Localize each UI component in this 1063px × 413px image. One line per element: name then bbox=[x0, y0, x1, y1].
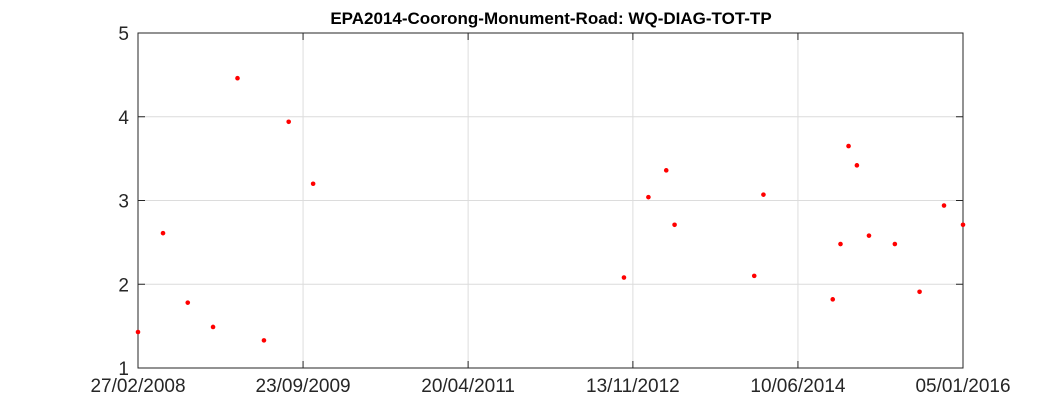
data-point bbox=[866, 233, 872, 238]
data-point bbox=[185, 300, 191, 305]
x-tick-label: 05/01/2016 bbox=[915, 376, 1010, 397]
data-point bbox=[621, 275, 627, 280]
data-point bbox=[960, 222, 966, 228]
data-point bbox=[761, 192, 766, 197]
data-point bbox=[830, 297, 836, 302]
y-tick-label: 3 bbox=[118, 192, 129, 213]
data-point bbox=[135, 329, 141, 335]
y-tick-label: 4 bbox=[118, 108, 129, 129]
data-point bbox=[751, 273, 757, 279]
data-point bbox=[235, 75, 240, 81]
data-point bbox=[261, 338, 267, 343]
data-point bbox=[160, 230, 166, 236]
data-points bbox=[135, 75, 966, 343]
data-point bbox=[646, 194, 651, 200]
data-point bbox=[210, 324, 216, 330]
chart-title: EPA2014-Coorong-Monument-Road: WQ-DIAG-T… bbox=[330, 9, 771, 28]
data-point bbox=[846, 143, 851, 149]
x-tick-label: 27/02/2008 bbox=[90, 376, 185, 397]
data-point bbox=[941, 203, 947, 208]
x-tick-label: 13/11/2012 bbox=[586, 376, 680, 397]
data-point bbox=[892, 241, 898, 247]
data-point bbox=[838, 241, 843, 247]
y-tick-label: 5 bbox=[118, 24, 129, 45]
x-tick-label: 20/04/2011 bbox=[421, 376, 515, 397]
x-tick-label: 10/06/2014 bbox=[750, 376, 846, 397]
y-tick-label: 1 bbox=[118, 359, 129, 380]
x-tick-label: 23/09/2009 bbox=[256, 376, 351, 397]
data-point bbox=[663, 168, 669, 173]
data-point bbox=[672, 222, 677, 228]
data-point bbox=[917, 289, 922, 295]
grid bbox=[138, 33, 963, 368]
data-point bbox=[310, 181, 316, 187]
y-tick-label: 2 bbox=[118, 275, 129, 296]
data-point bbox=[286, 119, 291, 125]
data-point bbox=[854, 163, 860, 168]
axis-ticks: 1 2 3 4 5 27/02/2008 23/09/2009 20/04/2011 13/11… bbox=[90, 24, 1010, 397]
